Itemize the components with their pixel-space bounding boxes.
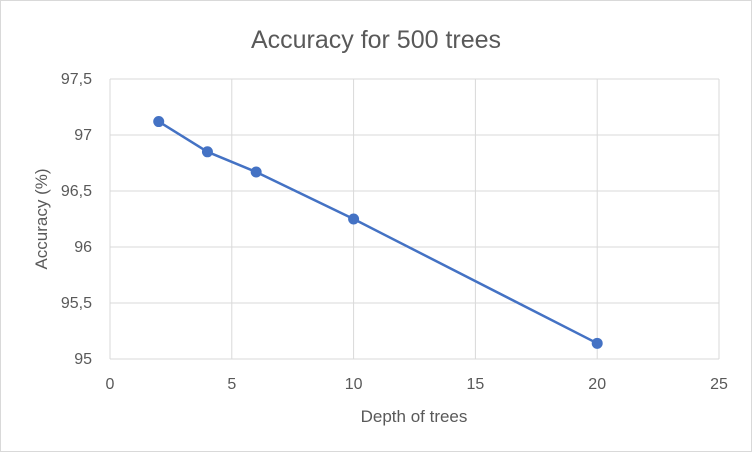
data-point: [153, 116, 165, 128]
x-tick-label: 10: [345, 376, 363, 393]
y-tick-label: 96,5: [61, 183, 92, 200]
y-tick-label: 95: [74, 351, 92, 368]
data-series: [153, 116, 603, 349]
y-axis-label: Accuracy (%): [32, 168, 51, 269]
x-tick-label: 15: [467, 376, 485, 393]
x-tick-label: 0: [106, 376, 115, 393]
y-tick-label: 95,5: [61, 295, 92, 312]
x-axis-label: Depth of trees: [361, 407, 468, 426]
y-tick-label: 97,5: [61, 71, 92, 88]
data-point: [348, 213, 360, 225]
data-point: [250, 166, 262, 178]
y-tick-label: 96: [74, 239, 92, 256]
x-tick-label: 5: [227, 376, 236, 393]
x-tick-label: 25: [710, 376, 728, 393]
data-point: [201, 146, 213, 158]
series-line: [158, 120, 598, 345]
gridlines: [109, 78, 720, 360]
chart-title: Accuracy for 500 trees: [251, 26, 501, 54]
tick-labels: 0 5 10 15 20 25 95 95,5 96 96,5 97 97,5: [61, 71, 728, 393]
data-point: [591, 337, 603, 349]
x-tick-label: 20: [588, 376, 606, 393]
y-tick-label: 97: [74, 127, 92, 144]
